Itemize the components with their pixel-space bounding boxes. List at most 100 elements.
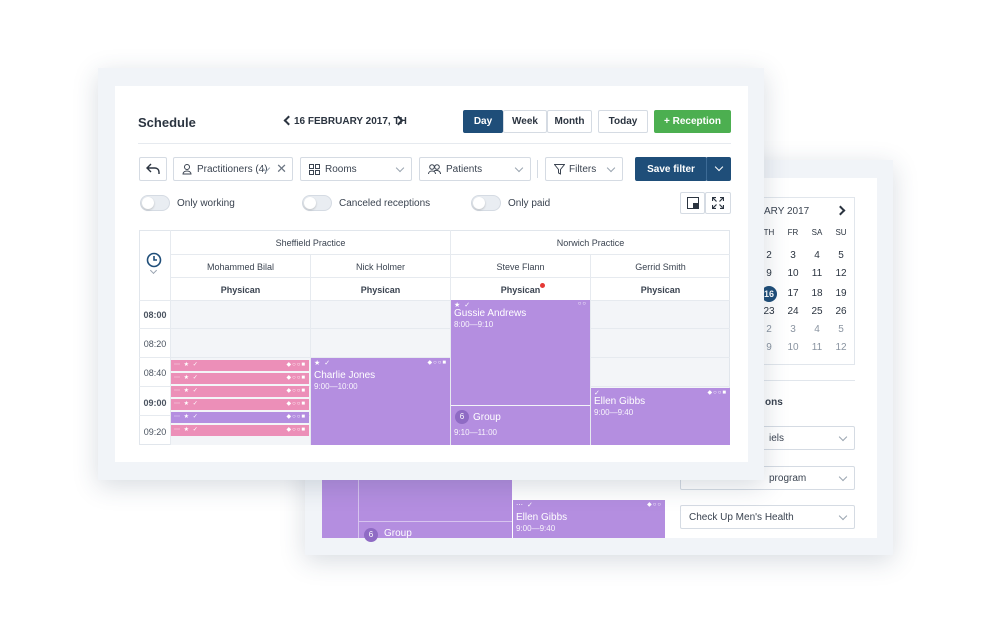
group-badge: 6 — [455, 410, 469, 424]
calendar-day[interactable]: 2 — [766, 324, 772, 335]
back-group-badge: 6 — [364, 528, 378, 542]
calendar-next-icon[interactable] — [835, 205, 846, 216]
calendar-day[interactable]: 3 — [790, 324, 796, 335]
canceled-receptions-toggle[interactable] — [302, 195, 332, 211]
calendar-day[interactable]: 18 — [811, 288, 823, 299]
doctor-header: Gerrid Smith — [635, 262, 686, 272]
calendar-day[interactable]: 4 — [814, 324, 820, 335]
chevron-down-icon — [838, 432, 848, 442]
undo-icon — [146, 163, 160, 174]
event-status-dots: ◆○○■ — [427, 360, 447, 366]
calendar-day[interactable]: 5 — [838, 250, 844, 261]
event-icons: ⋯ ★ ✓ — [174, 362, 199, 368]
weekday: FR — [787, 228, 799, 237]
event-slot[interactable]: ⋯ ★ ✓ ◆○○■ — [171, 399, 309, 410]
event-slot[interactable]: ⋯ ★ ✓ ◆○○■ — [171, 412, 309, 423]
event-icons: ✓ — [594, 390, 601, 397]
chevron-down-icon — [714, 162, 723, 172]
time-label: 08:00 — [143, 310, 167, 320]
time-label: 09:00 — [143, 398, 167, 408]
only-paid-toggle[interactable] — [471, 195, 501, 211]
program-select[interactable]: Check Up Men's Health — [680, 505, 855, 529]
calendar-day[interactable]: 19 — [835, 288, 847, 299]
only-paid-label: Only paid — [508, 198, 551, 209]
event-group[interactable]: 6 Group 9:10—11:00 — [451, 406, 590, 445]
calendar-day[interactable]: 24 — [787, 306, 799, 317]
save-filter-button[interactable]: Save filter — [635, 157, 707, 181]
calendar-day-selected[interactable]: 16 — [761, 286, 777, 302]
add-reception-button[interactable]: + Reception — [654, 110, 731, 133]
group-count: 6 — [368, 530, 374, 539]
event-icons: ★ ✓ — [314, 360, 332, 367]
practitioner-icon — [182, 163, 192, 174]
calendar-day[interactable]: 10 — [787, 342, 799, 353]
patients-select[interactable]: Patients — [419, 157, 531, 181]
calendar-day[interactable]: 11 — [811, 268, 823, 279]
event-status-dots: ◆○○ — [647, 502, 662, 508]
calendar-day[interactable]: 12 — [835, 268, 847, 279]
grid-line — [139, 328, 730, 329]
event-slot[interactable]: ⋯ ★ ✓ ◆○○■ — [171, 373, 309, 384]
calendar-day[interactable]: 10 — [787, 268, 799, 279]
clock-icon[interactable] — [146, 252, 162, 268]
only-working-toggle[interactable] — [140, 195, 170, 211]
calendar-day[interactable]: 12 — [835, 342, 847, 353]
chevron-down-icon — [606, 163, 616, 173]
event-status-dots: ◆○○■ — [286, 427, 306, 433]
grid-line — [450, 230, 451, 445]
calendar-day[interactable]: 23 — [763, 306, 775, 317]
rooms-icon — [309, 163, 320, 175]
tab-week[interactable]: Week — [503, 110, 547, 133]
back-group-name: Group — [384, 528, 412, 538]
patients-icon — [428, 163, 441, 174]
back-event-ellen[interactable]: ⋯ ✓ ◆○○ Ellen Gibbs 9:00—9:40 — [513, 500, 665, 538]
event-gussie-andrews[interactable]: ★ ✓ ○○ Gussie Andrews 8:00—9:10 — [451, 300, 590, 405]
back-button[interactable] — [139, 157, 167, 181]
calendar-day[interactable]: 25 — [811, 306, 823, 317]
fullscreen-button[interactable] — [705, 192, 731, 214]
weekday: SU — [835, 228, 847, 237]
patients-label: Patients — [446, 163, 483, 175]
event-ellen-gibbs[interactable]: ✓ ◆○○■ Ellen Gibbs 9:00—9:40 — [591, 388, 730, 445]
calendar-day[interactable]: 2 — [766, 250, 772, 261]
group-count: 6 — [459, 412, 465, 421]
calendar-day[interactable]: 17 — [787, 288, 799, 299]
tab-day[interactable]: Day — [463, 110, 503, 133]
sidebar-toggle-button[interactable] — [680, 192, 705, 214]
today-button[interactable]: Today — [598, 110, 648, 133]
clear-icon[interactable]: ✕ — [276, 161, 287, 176]
event-status-dots: ◆○○■ — [286, 414, 306, 420]
calendar-day[interactable]: 3 — [790, 250, 796, 261]
rooms-select[interactable]: Rooms — [300, 157, 412, 181]
weekday: TH — [763, 228, 775, 237]
only-working-label: Only working — [177, 198, 235, 209]
calendar-day[interactable]: 5 — [838, 324, 844, 335]
event-slot[interactable]: ⋯ ★ ✓ ◆○○■ — [171, 386, 309, 397]
time-label: 08:40 — [143, 368, 167, 378]
event-charlie-jones[interactable]: ★ ✓ ◆○○■ Charlie Jones 9:00—10:00 — [311, 358, 450, 445]
event-patient: Ellen Gibbs — [516, 512, 568, 523]
select-label: iels — [769, 432, 785, 444]
time-label: 09:20 — [143, 427, 167, 437]
grid-line — [171, 254, 730, 255]
event-slot[interactable]: ⋯ ★ ✓ ◆○○■ — [171, 360, 309, 371]
event-slot[interactable]: ⋯ ★ ✓ ◆○○■ — [171, 425, 309, 436]
calendar-day[interactable]: 26 — [835, 306, 847, 317]
current-date: 16 FEBRUARY 2017, TH — [294, 116, 407, 127]
calendar-day[interactable]: 4 — [814, 250, 820, 261]
event-status-dots: ◆○○■ — [286, 401, 306, 407]
grid-line — [170, 230, 171, 445]
tab-month[interactable]: Month — [547, 110, 592, 133]
event-time: 9:00—9:40 — [516, 524, 556, 533]
grid-line — [171, 277, 730, 278]
save-filter-dropdown[interactable] — [706, 157, 731, 181]
grid-line — [310, 254, 311, 445]
filters-select[interactable]: Filters — [545, 157, 623, 181]
calendar-day[interactable]: 11 — [811, 342, 823, 353]
calendar-day[interactable]: 9 — [766, 268, 772, 279]
filters-label: Filters — [569, 163, 597, 175]
role-header: Physican — [220, 285, 261, 295]
practitioners-select[interactable]: Practitioners (4) ✕ — [173, 157, 293, 181]
calendar-day[interactable]: 9 — [766, 342, 772, 353]
mini-calendar: ARY 2017 TH FR SA SU 2 3 4 5 9 10 11 12 … — [755, 197, 855, 365]
